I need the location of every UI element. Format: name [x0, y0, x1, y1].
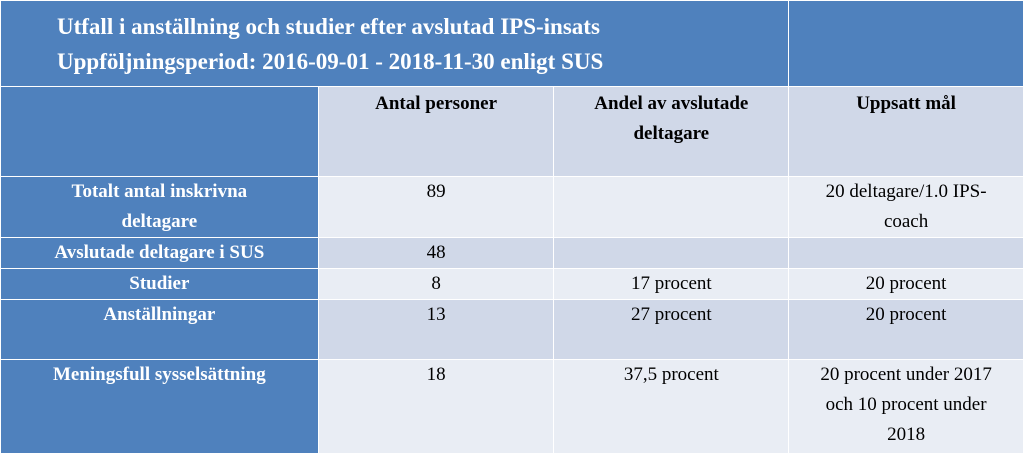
goal-cell: 20 procent — [788, 299, 1024, 360]
share-cell: 27 procent — [553, 299, 790, 360]
table-row: Studier 8 17 procent 20 procent — [0, 268, 1024, 300]
table-title: Utfall i anställning och studier efter a… — [0, 0, 790, 87]
title-line-2: Uppföljningsperiod: 2016-09-01 - 2018-11… — [57, 48, 604, 74]
share-cell: 37,5 procent — [553, 359, 790, 454]
table-row: Anställningar 13 27 procent 20 procent — [0, 299, 1024, 360]
header-row: Antal personer Andel av avslutade deltag… — [0, 86, 1024, 177]
share-cell — [553, 176, 790, 238]
share-cell — [553, 237, 790, 269]
header-count: Antal personer — [317, 86, 555, 177]
header-goal: Uppsatt mål — [788, 86, 1024, 177]
row-label: Avslutade deltagare i SUS — [0, 237, 319, 269]
row-label: Studier — [0, 268, 319, 300]
goal-cell: 20 deltagare/1.0 IPS- coach — [788, 176, 1024, 238]
table-row: Totalt antal inskrivna deltagare 89 20 d… — [0, 176, 1024, 238]
count-cell: 13 — [317, 299, 555, 360]
header-empty-cell — [0, 86, 319, 177]
share-cell: 17 procent — [553, 268, 790, 300]
count-cell: 8 — [317, 268, 555, 300]
count-cell: 18 — [317, 359, 555, 454]
header-share: Andel av avslutade deltagare — [553, 86, 790, 177]
title-empty-cell — [788, 0, 1024, 87]
goal-cell: 20 procent — [788, 268, 1024, 300]
row-label: Meningsfull sysselsättning — [0, 359, 319, 454]
title-line-1: Utfall i anställning och studier efter a… — [57, 13, 600, 39]
title-row: Utfall i anställning och studier efter a… — [0, 0, 1024, 87]
count-cell: 48 — [317, 237, 555, 269]
goal-cell: 20 procent under 2017 och 10 procent und… — [788, 359, 1024, 454]
table-row: Meningsfull sysselsättning 18 37,5 proce… — [0, 359, 1024, 454]
row-label: Anställningar — [0, 299, 319, 360]
row-label: Totalt antal inskrivna deltagare — [0, 176, 319, 238]
goal-cell — [788, 237, 1024, 269]
count-cell: 89 — [317, 176, 555, 238]
table-row: Avslutade deltagare i SUS 48 — [0, 237, 1024, 269]
